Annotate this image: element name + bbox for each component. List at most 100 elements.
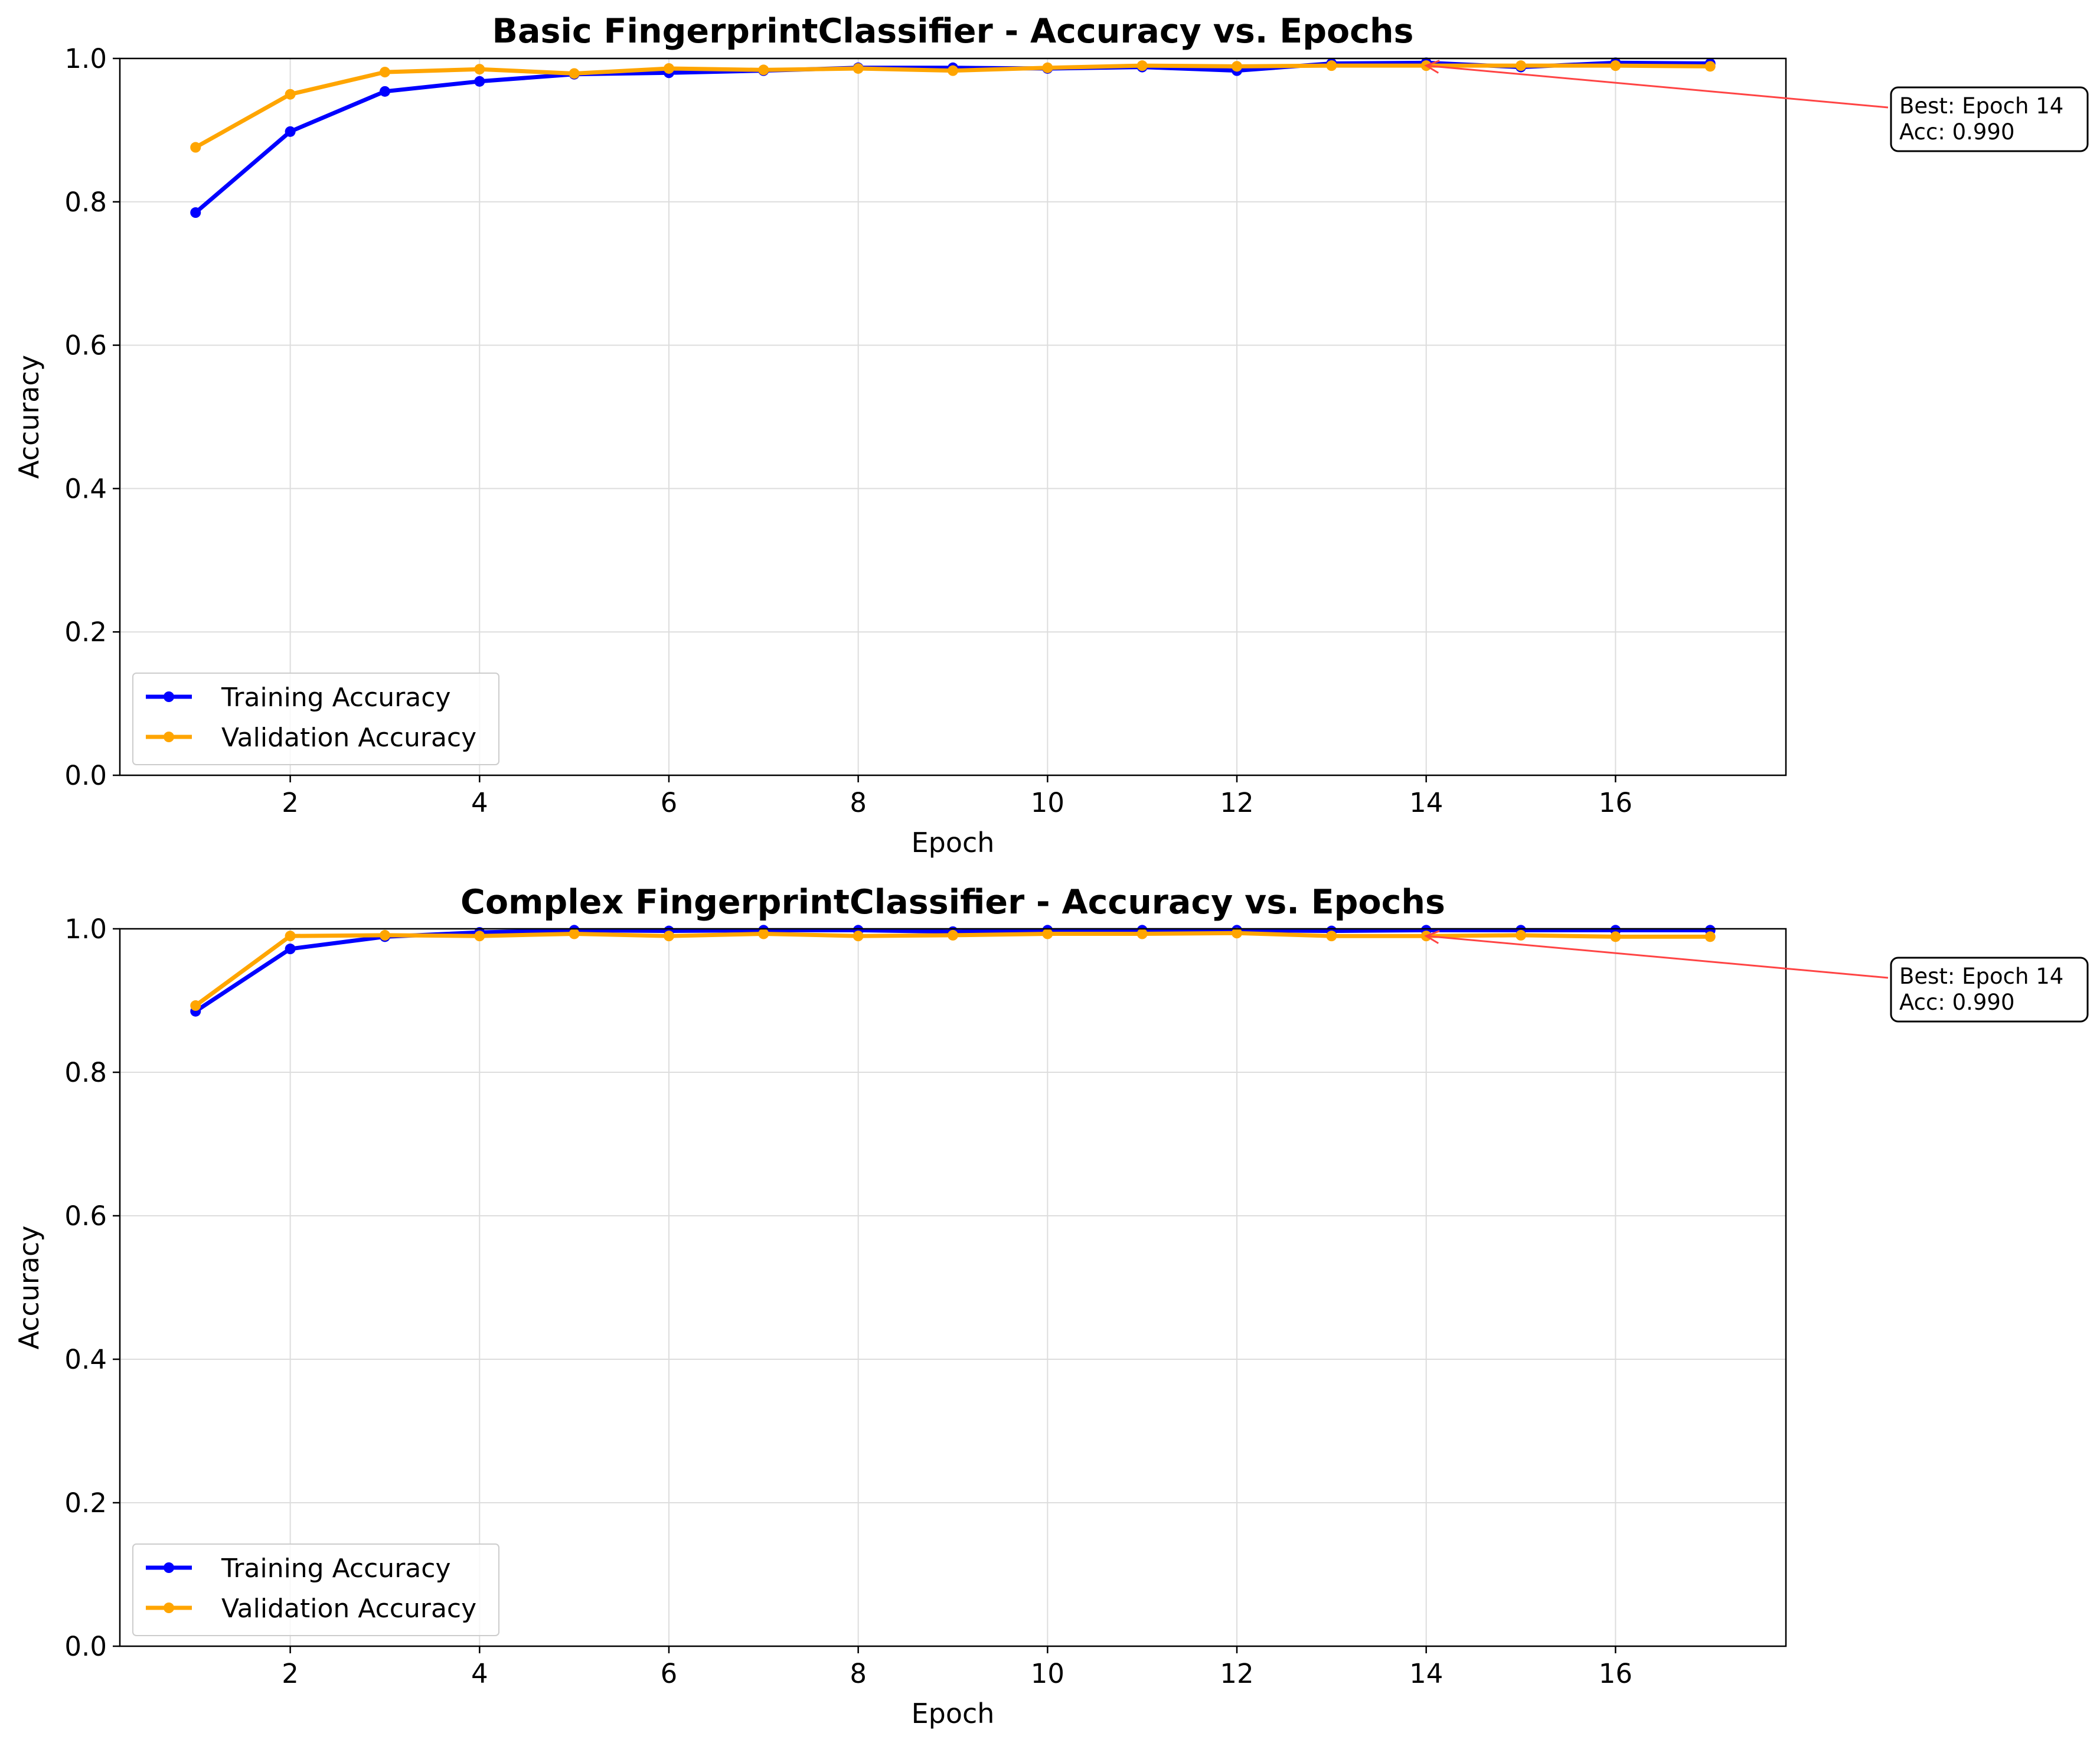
legend-box [132,1543,499,1636]
data-point-validation [190,1000,201,1011]
legend-label-validation: Validation Accuracy [221,1594,476,1624]
x-tick-label: 8 [850,787,867,818]
y-tick-label: 0.0 [64,1631,107,1662]
y-tick-label: 0.2 [64,616,107,648]
y-tick-label: 0.4 [64,473,107,504]
data-point-validation [474,64,485,75]
data-point-validation [853,931,864,942]
data-point-validation [1516,60,1527,71]
best-epoch-annotation: Best: Epoch 14 Acc: 0.990 [1424,60,2089,152]
data-point-validation [379,929,390,941]
data-point-validation [758,928,769,939]
x-tick-label: 14 [1409,787,1443,818]
annotation-arrow [1426,935,1889,979]
legend-marker-validation [164,732,174,742]
x-tick-label: 4 [471,1658,488,1689]
chart-panel-complex: 2 4 6 8 10 12 14 16 0.0 0.2 0.4 0.6 0.8 1.0 Complex F… [13,883,2089,1729]
data-point-validation [948,929,958,941]
plot-frame [119,57,1787,776]
data-point-validation [379,67,390,78]
annotation-arrowhead [1424,60,1440,74]
x-tick-label: 8 [850,1658,867,1689]
x-tick-label: 6 [661,787,678,818]
data-point-validation [758,64,769,76]
data-point-validation [1610,60,1621,71]
plot-frame [119,928,1787,1647]
x-tick-label: 6 [661,1658,678,1689]
annotation-best-epoch: Best: Epoch 14 [1899,93,2063,119]
y-tick-label: 0.8 [64,187,107,218]
y-tick-label: 0.6 [64,1200,107,1232]
legend: Training Accuracy Validation Accuracy [132,673,499,765]
x-tick-label: 12 [1220,787,1253,818]
best-epoch-annotation: Best: Epoch 14 Acc: 0.990 [1424,930,2089,1023]
y-tick-label: 0.8 [64,1057,107,1088]
x-tick-label: 10 [1031,1658,1064,1689]
data-point-validation [1326,60,1337,71]
x-tick-label: 4 [471,787,488,818]
x-tick-label: 2 [282,1658,299,1689]
series-layer [190,57,1716,218]
y-tick-label: 0.4 [64,1344,107,1375]
data-point-validation [190,142,201,153]
data-point-validation [1136,60,1148,71]
annotation-accuracy: Acc: 0.990 [1899,119,2015,145]
data-point-training [285,944,296,955]
x-tick-label: 10 [1031,787,1064,818]
data-point-training [474,76,485,87]
axis-ticks: 2 4 6 8 10 12 14 16 0.0 0.2 0.4 0.6 0.8 1.0 [64,913,1632,1689]
y-axis-label: Accuracy [13,1225,45,1349]
y-tick-label: 1.0 [64,913,107,945]
y-tick-label: 0.6 [64,330,107,361]
data-point-validation [285,89,296,100]
x-tick-label: 14 [1409,1658,1443,1689]
legend-marker-training [164,691,174,702]
data-point-validation [1232,928,1243,939]
data-point-validation [1136,928,1148,939]
legend-marker-training [164,1562,174,1573]
data-point-validation [285,931,296,942]
y-tick-label: 0.2 [64,1487,107,1519]
x-tick-label: 2 [282,787,299,818]
data-point-validation [663,63,674,74]
data-point-validation [569,68,580,79]
chart-title: Basic FingerprintClassifier - Accuracy v… [492,12,1414,51]
chart-panel-basic: 2 4 6 8 10 12 14 16 0.0 0.2 0.4 0.6 0.8 1.0 Basic Fin… [13,12,2089,859]
data-point-validation [663,931,674,942]
x-tick-label: 16 [1599,787,1632,818]
data-point-validation [1704,61,1716,72]
data-point-validation [1516,929,1527,941]
annotation-best-epoch: Best: Epoch 14 [1899,964,2063,989]
data-point-training [379,86,390,97]
annotation-accuracy: Acc: 0.990 [1899,990,2015,1015]
x-axis-label: Epoch [912,827,995,859]
legend-label-validation: Validation Accuracy [221,723,476,753]
data-point-validation [1042,928,1053,939]
annotation-arrowhead [1424,930,1440,944]
legend-box [132,673,499,765]
data-point-validation [1610,931,1621,942]
annotation-box [1890,957,2089,1023]
series-layer [190,925,1716,1017]
annotation-box [1890,86,2089,152]
y-tick-label: 1.0 [64,43,107,74]
x-axis-label: Epoch [912,1698,995,1729]
x-tick-label: 12 [1220,1658,1253,1689]
data-point-validation [948,65,958,76]
data-point-validation [1042,62,1053,73]
axis-ticks: 2 4 6 8 10 12 14 16 0.0 0.2 0.4 0.6 0.8 1.0 [64,43,1632,818]
data-point-validation [569,928,580,939]
annotation-arrow [1426,64,1889,109]
data-point-training [190,207,201,218]
legend-label-training: Training Accuracy [221,1554,450,1584]
data-point-validation [474,931,485,942]
y-axis-label: Accuracy [13,355,45,479]
y-tick-label: 0.0 [64,760,107,791]
data-point-validation [1232,61,1243,72]
legend-label-training: Training Accuracy [221,683,450,713]
data-point-validation [1326,931,1337,942]
legend-marker-validation [164,1603,174,1613]
data-point-validation [1704,931,1716,942]
